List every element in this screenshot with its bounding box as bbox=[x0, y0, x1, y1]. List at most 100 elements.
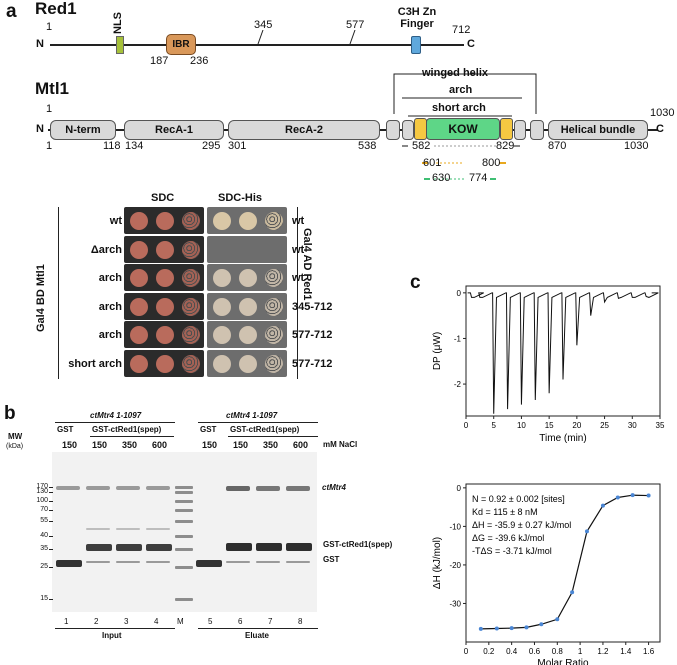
salt-label: 150 bbox=[202, 440, 218, 450]
group-left-label: ctMtr4 1-1097 bbox=[90, 411, 142, 420]
dp-xtick-label: 25 bbox=[600, 421, 609, 430]
lane-number: 1 bbox=[64, 617, 69, 626]
group-right-line bbox=[198, 422, 318, 423]
winged-helix-right-segment bbox=[530, 120, 544, 140]
red1-tick-345 bbox=[257, 30, 264, 45]
gel-image bbox=[52, 452, 317, 612]
red1-tick-577 bbox=[349, 30, 356, 45]
dh-xtick-label: 1 bbox=[578, 647, 583, 656]
sdc-his-plate bbox=[207, 207, 287, 234]
dp-xtick-label: 35 bbox=[656, 421, 665, 430]
eluate-label: Eluate bbox=[245, 631, 270, 640]
dp-xlabel: Time (min) bbox=[539, 433, 586, 444]
pos-1030: 1030 bbox=[624, 140, 649, 152]
colony-spot bbox=[213, 354, 231, 373]
dh-data-point bbox=[584, 529, 589, 534]
colony-spot bbox=[182, 354, 200, 373]
lane-number: 6 bbox=[238, 617, 243, 626]
minor-band bbox=[86, 561, 110, 563]
dp-xtick-label: 20 bbox=[572, 421, 581, 430]
marker-band bbox=[175, 535, 193, 538]
minor-band bbox=[116, 528, 140, 530]
marker-tick bbox=[49, 492, 53, 493]
sdc-his-plate bbox=[207, 292, 287, 320]
mtr4-band bbox=[116, 486, 140, 490]
colony-spot bbox=[239, 212, 257, 230]
mtr4-band bbox=[56, 486, 80, 490]
marker-tick bbox=[49, 501, 53, 502]
gst-band bbox=[196, 560, 222, 567]
minor-band bbox=[86, 528, 110, 530]
colony-spot bbox=[265, 269, 283, 287]
y2h-left-axis: Gal4 BD Mtl1 bbox=[35, 264, 47, 332]
red1-n-label: N bbox=[36, 38, 44, 50]
dh-ytick-label: -30 bbox=[449, 599, 461, 608]
itc-param: ΔH = -35.9 ± 0.27 kJ/mol bbox=[472, 520, 571, 530]
itc-param: ΔG = -39.6 kJ/mol bbox=[472, 533, 544, 543]
dp-ylabel: DP (μW) bbox=[432, 332, 443, 370]
ibr-start-pos: 187 bbox=[150, 55, 169, 67]
dh-ytick-label: -10 bbox=[449, 522, 461, 531]
red1-start: 1 bbox=[46, 21, 53, 33]
minor-band bbox=[286, 561, 310, 563]
colony-spot bbox=[156, 240, 174, 259]
mtl1-start-top: 1 bbox=[46, 103, 53, 115]
salt-label: 600 bbox=[293, 440, 309, 450]
marker-band bbox=[175, 491, 193, 494]
y2h-bd-label: arch bbox=[98, 300, 122, 313]
marker-band bbox=[175, 500, 193, 503]
colony-spot bbox=[130, 297, 148, 316]
col-sdc-his: SDC-His bbox=[218, 192, 263, 204]
dh-data-point bbox=[615, 495, 620, 500]
marker-band bbox=[175, 486, 193, 489]
minor-band bbox=[256, 561, 280, 563]
marker-band bbox=[175, 548, 193, 551]
gstred-right-line bbox=[228, 436, 318, 437]
dp-ytick-label: -2 bbox=[454, 380, 462, 389]
gst-left-label: GST bbox=[57, 425, 74, 434]
salt-label: 350 bbox=[263, 440, 279, 450]
dp-xtick-label: 0 bbox=[464, 421, 469, 430]
salt-label: 150 bbox=[233, 440, 249, 450]
lane-number: 8 bbox=[298, 617, 303, 626]
winged-helix-segment bbox=[386, 120, 400, 140]
dh-ytick-label: -20 bbox=[449, 561, 461, 570]
band-label-gst: GST bbox=[323, 555, 340, 564]
reca1-domain: RecA-1 bbox=[124, 120, 224, 140]
mtl1-brackets bbox=[393, 73, 537, 117]
sdc-his-plate bbox=[207, 235, 287, 263]
mtl1-n-label: N bbox=[36, 123, 44, 135]
minor-band bbox=[146, 561, 170, 563]
input-line bbox=[55, 628, 175, 629]
marker-label: 55 bbox=[40, 517, 48, 524]
pos-829: 829 bbox=[496, 140, 515, 152]
red1-pos-345: 345 bbox=[254, 19, 273, 31]
minor-band bbox=[146, 528, 170, 530]
pos-1: 1 bbox=[46, 140, 53, 152]
colony-spot bbox=[130, 240, 148, 259]
red1-pos-577: 577 bbox=[346, 19, 365, 31]
dh-xlabel: Molar Ratio bbox=[537, 658, 589, 665]
winged-helix-label: winged helix bbox=[422, 67, 489, 79]
dh-xtick-label: 0.2 bbox=[483, 647, 495, 656]
marker-tick bbox=[49, 510, 53, 511]
marker-band bbox=[175, 566, 193, 569]
dh-xtick-label: 1.2 bbox=[597, 647, 609, 656]
group-left-line bbox=[55, 422, 175, 423]
colony-spot bbox=[265, 354, 283, 373]
kda-label: (kDa) bbox=[6, 443, 24, 450]
short-arch-right-segment bbox=[500, 118, 513, 140]
sdc-plate bbox=[124, 264, 204, 291]
dh-fit-curve bbox=[480, 494, 649, 630]
marker-label: 25 bbox=[40, 563, 48, 570]
marker-label: 170 bbox=[36, 483, 48, 490]
nterm-domain: N-term bbox=[50, 120, 116, 140]
marker-label: 130 bbox=[36, 488, 48, 495]
lane-number: 5 bbox=[208, 617, 213, 626]
colony-spot bbox=[239, 326, 257, 344]
gstred-left-line bbox=[90, 436, 174, 437]
minor-band bbox=[116, 561, 140, 563]
y2h-bd-label: arch bbox=[98, 272, 122, 284]
marker-tick bbox=[49, 599, 53, 600]
